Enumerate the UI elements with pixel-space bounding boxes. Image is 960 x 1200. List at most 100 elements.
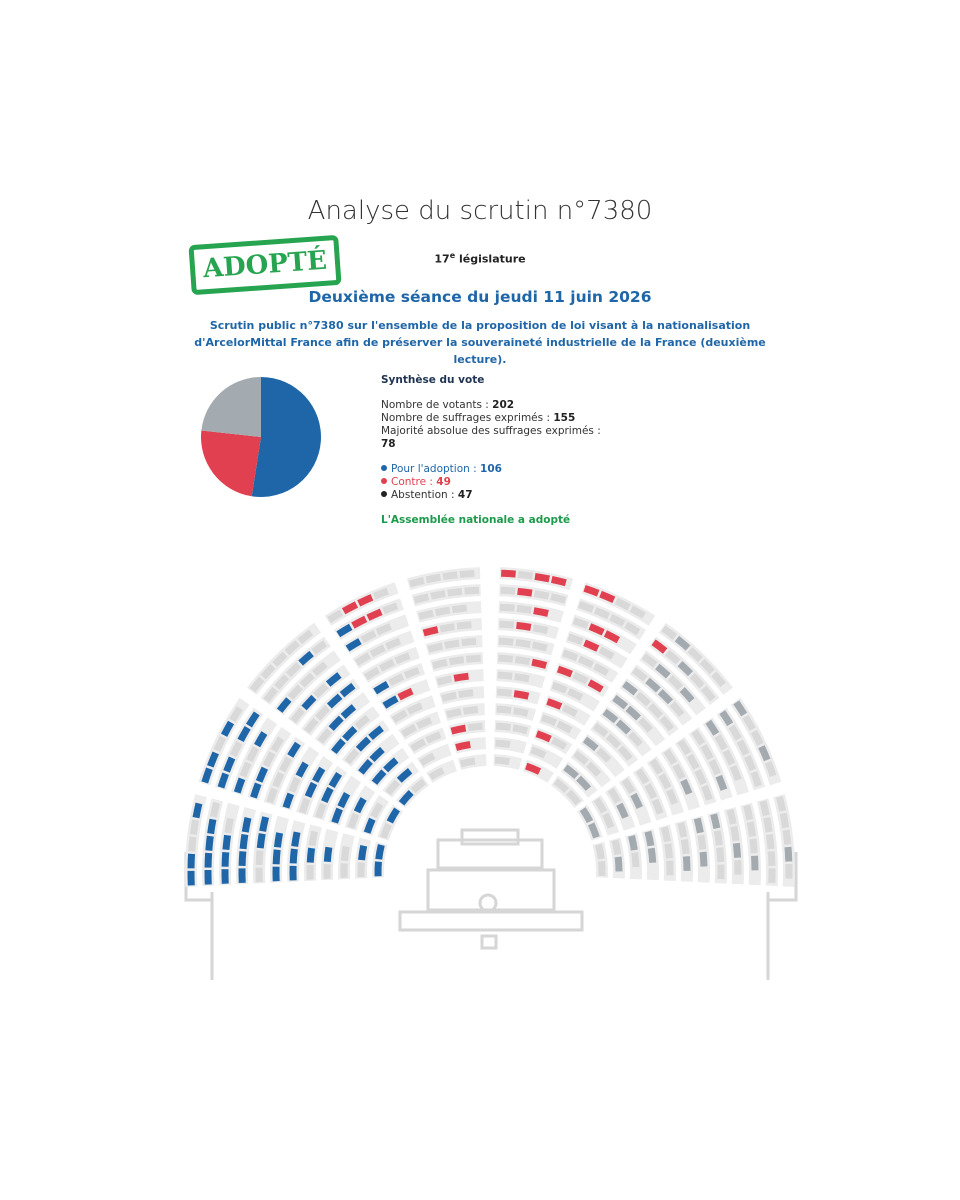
seat [651, 798, 664, 815]
seat [499, 620, 515, 629]
seat [276, 697, 292, 713]
seat [331, 738, 346, 755]
seat [447, 587, 463, 597]
vote-synthesis: Synthèse du vote Nombre de votants : 202… [381, 374, 601, 527]
seat [287, 741, 301, 758]
seat [742, 714, 756, 731]
seat [410, 778, 427, 794]
seat [341, 601, 359, 615]
seat [561, 704, 578, 718]
seat [229, 706, 243, 723]
seat [306, 847, 316, 863]
seat [647, 847, 657, 863]
seat [593, 662, 610, 677]
seat [637, 717, 653, 733]
seat [758, 745, 771, 762]
seat [672, 763, 686, 780]
seat [583, 585, 600, 597]
seat [370, 802, 384, 819]
seat [677, 739, 692, 756]
seat [298, 650, 314, 666]
bullet [381, 465, 387, 471]
seat [274, 674, 290, 690]
seat [667, 675, 684, 691]
seat [701, 784, 713, 801]
seat [314, 705, 331, 721]
seat [441, 691, 457, 702]
seat [749, 838, 758, 854]
row-bench [377, 804, 404, 841]
label: Nombre de votants : [381, 399, 489, 411]
seat [622, 681, 638, 696]
seat [649, 758, 664, 775]
seat [744, 755, 757, 772]
seat [451, 604, 468, 614]
seat [422, 626, 439, 637]
seat [677, 661, 693, 677]
hemicycle-building [184, 828, 798, 980]
seat [418, 609, 434, 621]
seat [550, 593, 567, 604]
row-bench [448, 720, 486, 738]
seat [458, 689, 474, 699]
seat [677, 822, 688, 838]
seat [254, 731, 268, 748]
seat [410, 738, 427, 752]
seat [515, 638, 531, 648]
seat [284, 640, 301, 656]
seat [255, 766, 268, 783]
legislature-label: législature [459, 252, 526, 266]
seat [602, 812, 615, 829]
value: 78 [381, 438, 396, 450]
seat [635, 691, 651, 707]
label: Abstention : [391, 489, 455, 501]
seat [455, 741, 471, 751]
seat [750, 770, 762, 787]
seat [546, 698, 563, 710]
seat [461, 637, 477, 647]
seat [207, 818, 217, 835]
seat [567, 633, 584, 646]
seat [204, 852, 213, 868]
seat [779, 812, 790, 829]
seat [550, 576, 567, 587]
seat [241, 817, 252, 833]
seat [514, 656, 531, 666]
seat [363, 817, 376, 834]
seat [784, 846, 793, 862]
seat [295, 761, 309, 778]
seat [578, 601, 595, 613]
seat [313, 683, 329, 699]
seat [326, 693, 343, 709]
seat [388, 673, 405, 686]
seat [279, 756, 293, 773]
exprimes: Nombre de suffrages exprimés : 155 [381, 412, 601, 425]
seat [375, 623, 392, 636]
seat [239, 833, 249, 850]
seat [498, 654, 514, 663]
seat [223, 756, 236, 773]
label: Pour l'adoption : [391, 463, 477, 475]
seat [245, 711, 260, 728]
seat [726, 808, 737, 825]
seat [614, 597, 631, 611]
seat [715, 774, 728, 791]
hemicycle-seats [185, 567, 795, 887]
seat [342, 726, 358, 742]
seat [398, 789, 414, 806]
seat [624, 621, 641, 636]
seat [317, 728, 333, 744]
seat [666, 788, 679, 805]
seat [336, 623, 353, 638]
seat [587, 679, 604, 693]
seat [238, 851, 247, 866]
seat [282, 792, 295, 809]
seat [759, 800, 770, 817]
seat [621, 778, 636, 795]
seat [312, 766, 326, 783]
seat [233, 777, 246, 794]
seat [453, 672, 469, 682]
seat [217, 772, 229, 789]
